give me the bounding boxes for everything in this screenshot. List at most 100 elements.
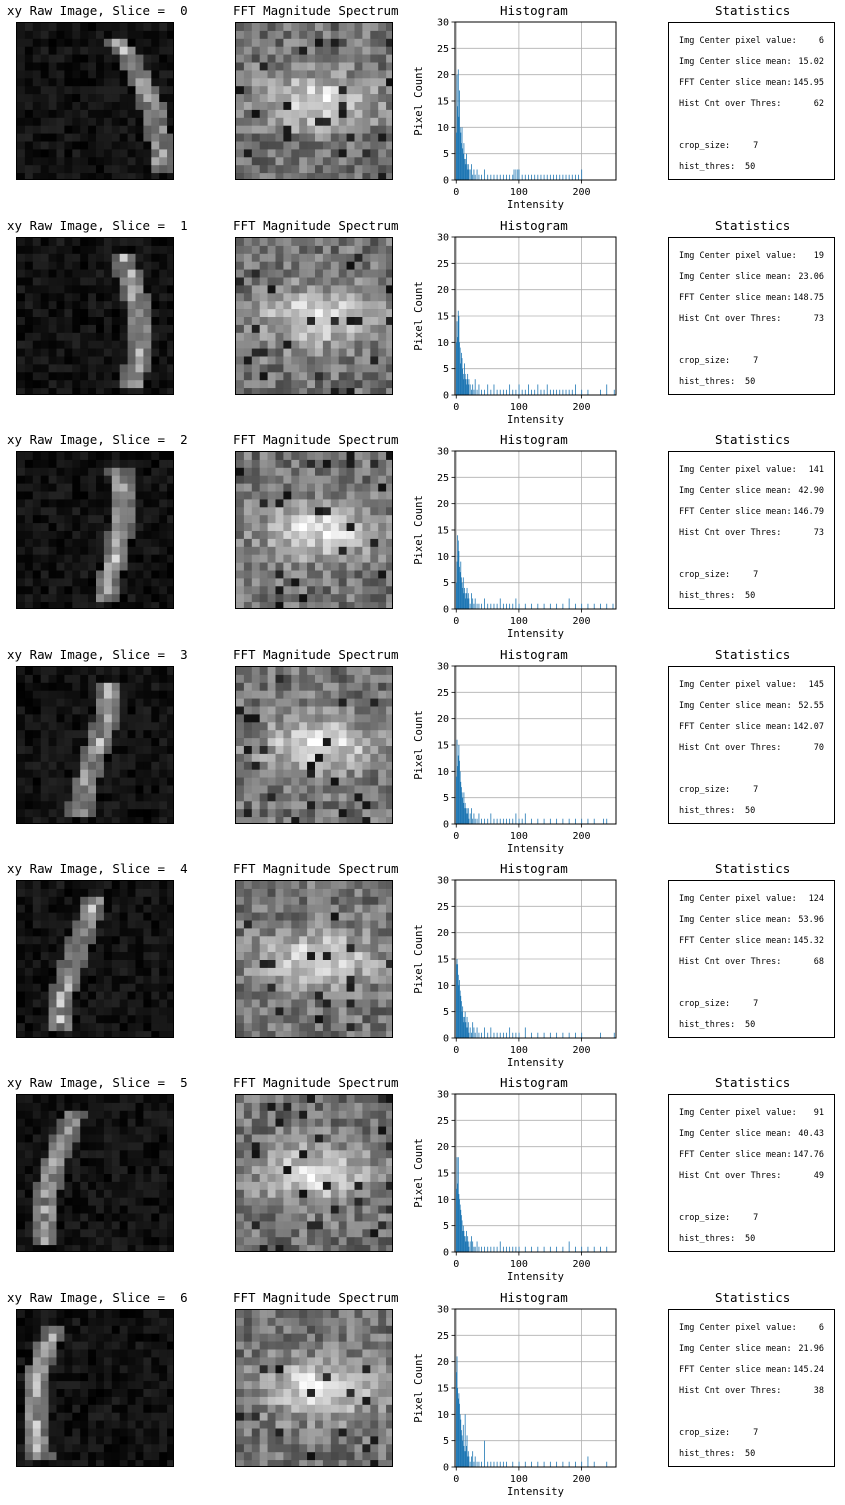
histogram-bar [531, 1462, 532, 1467]
histogram-bar [506, 1247, 507, 1252]
stat-value: 68 [814, 957, 824, 967]
raw-image [16, 666, 174, 824]
histogram-bar [490, 175, 491, 180]
histogram-bar [594, 1247, 595, 1252]
param-line: hist_thres:50 [679, 1449, 755, 1459]
histogram-bar [479, 384, 480, 395]
histogram-bar [490, 604, 491, 609]
histogram-bar [541, 175, 542, 180]
y-tick-label: 0 [443, 391, 449, 402]
histogram-bar [588, 604, 589, 609]
y-tick-label: 5 [443, 1436, 449, 1447]
y-axis-label: Pixel Count [413, 710, 425, 780]
statistics-title: Statistics [715, 433, 790, 447]
histogram-bar [470, 1462, 471, 1467]
histogram-bar [481, 175, 482, 180]
stat-value: 70 [814, 743, 824, 753]
histogram-bar [525, 1247, 526, 1252]
histogram-bar [475, 819, 476, 824]
x-tick-label: 0 [453, 831, 459, 842]
x-tick-label: 0 [453, 1474, 459, 1485]
param-value: 50 [735, 377, 755, 387]
raw-image-pixels [17, 1310, 174, 1467]
histogram-bar [484, 598, 485, 609]
y-tick-label: 5 [443, 793, 449, 804]
histogram-bar [588, 1456, 589, 1467]
histogram-bar [562, 819, 563, 824]
raw-image [16, 237, 174, 395]
fft-spectrum-pixels [236, 667, 393, 824]
stat-label: Img Center pixel value: [679, 36, 797, 46]
stat-label: Img Center slice mean: [679, 1344, 792, 1354]
histogram-bar [562, 1033, 563, 1038]
histogram-bar [490, 1027, 491, 1038]
histogram-bar [472, 598, 473, 609]
histogram-bar [472, 819, 473, 824]
param-value: 50 [735, 1449, 755, 1459]
fft-title: FFT Magnitude Spectrum [233, 862, 399, 876]
histogram-bar [479, 604, 480, 609]
histogram-bar [497, 819, 498, 824]
histogram-bar [525, 175, 526, 180]
histogram-bar [474, 1247, 475, 1252]
x-axis-label: Intensity [507, 199, 564, 211]
histogram-bar [497, 1033, 498, 1038]
stat-label: Img Center pixel value: [679, 465, 797, 475]
param-line: hist_thres:50 [679, 806, 755, 816]
stat-label: FFT Center slice mean: [679, 936, 792, 946]
histogram-bar [606, 384, 607, 395]
histogram-bar [553, 175, 554, 180]
stat-value: 124 [809, 894, 824, 904]
statistics-title: Statistics [715, 219, 790, 233]
y-tick-label: 25 [437, 473, 449, 484]
histogram-bar [537, 1462, 538, 1467]
x-tick-label: 200 [573, 1474, 591, 1485]
fft-spectrum-image [235, 22, 393, 180]
histogram-bar [569, 175, 570, 180]
histogram-bar [494, 1033, 495, 1038]
histogram-bar [500, 598, 501, 609]
stat-label: Img Center slice mean: [679, 486, 792, 496]
histogram-bar [581, 1033, 582, 1038]
histogram-bar [497, 1462, 498, 1467]
raw-image-title: xy Raw Image, Slice = 6 [7, 1291, 188, 1305]
param-label: hist_thres: [679, 377, 735, 387]
histogram-bar [594, 819, 595, 824]
x-tick-label: 200 [573, 402, 591, 413]
histogram-bar [519, 169, 520, 180]
histogram-bar [575, 384, 576, 395]
stat-value: 19 [814, 251, 824, 261]
histogram-bar [519, 604, 520, 609]
histogram-bar [544, 604, 545, 609]
y-tick-label: 5 [443, 1221, 449, 1232]
histogram-bar [606, 604, 607, 609]
histogram-bar [503, 819, 504, 824]
histogram-bar [614, 1033, 615, 1038]
y-axis-label: Pixel Count [413, 1353, 425, 1423]
histogram-bar [562, 1462, 563, 1467]
histogram-bar [528, 384, 529, 395]
y-tick-label: 15 [437, 1384, 449, 1395]
histogram-bar [572, 175, 573, 180]
stat-label: Img Center slice mean: [679, 272, 792, 282]
histogram-bar [512, 1247, 513, 1252]
histogram-bar [506, 175, 507, 180]
y-tick-label: 15 [437, 97, 449, 108]
histogram-bar [525, 1027, 526, 1038]
histogram-bar [581, 169, 582, 180]
stat-label: Hist Cnt over Thres: [679, 99, 781, 109]
histogram-bar [578, 175, 579, 180]
histogram-bar [471, 593, 472, 609]
x-tick-label: 0 [453, 402, 459, 413]
histogram-bar [603, 819, 604, 824]
fft-spectrum-image [235, 237, 393, 395]
histogram-bar [575, 1033, 576, 1038]
histogram-bar [512, 819, 513, 824]
histogram-bar [472, 1022, 473, 1038]
histogram-bar [556, 819, 557, 824]
